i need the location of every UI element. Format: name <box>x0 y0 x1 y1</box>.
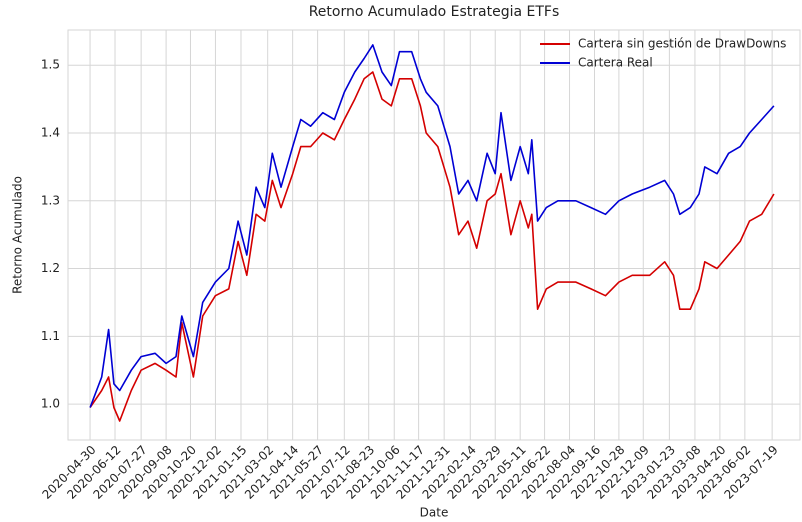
y-tick-label: 1.0 <box>41 397 60 411</box>
plot-frame <box>67 29 801 441</box>
y-tick-label: 1.4 <box>41 126 60 140</box>
chart-title: Retorno Acumulado Estrategia ETFs <box>309 4 560 20</box>
line-series <box>89 44 775 408</box>
legend-label: Cartera Real <box>578 56 653 70</box>
line-series <box>89 71 775 422</box>
y-axis-label: Retorno Acumulado <box>11 176 25 294</box>
legend-label: Cartera sin gestión de DrawDowns <box>578 37 786 51</box>
y-tick-label: 1.2 <box>41 261 60 275</box>
y-tick-label: 1.1 <box>41 329 60 343</box>
x-axis-label: Date <box>420 506 449 520</box>
y-tick-label: 1.5 <box>41 58 60 72</box>
y-tick-label: 1.3 <box>41 193 60 207</box>
